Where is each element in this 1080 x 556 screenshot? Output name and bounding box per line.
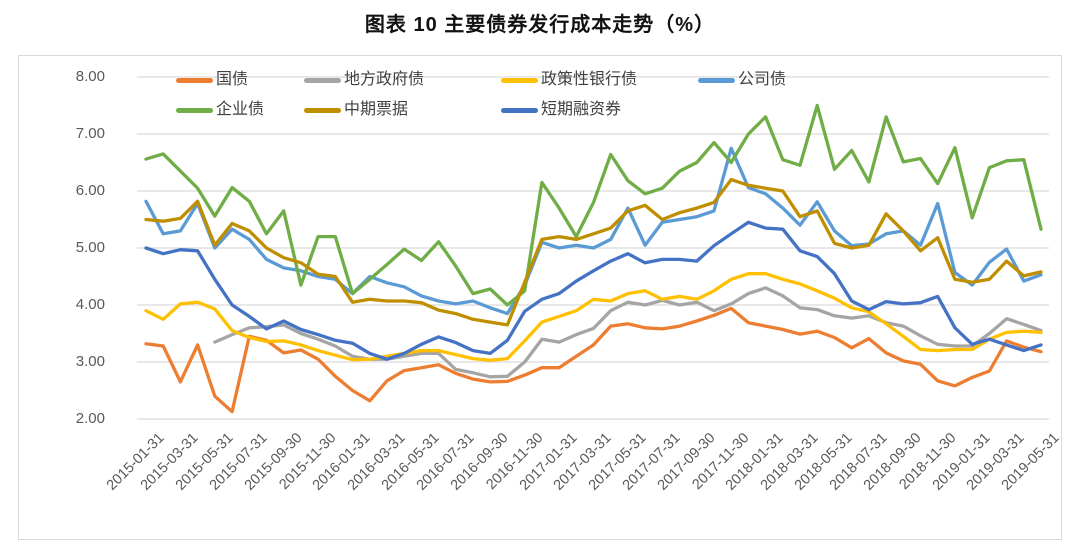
legend-swatch-icon: [304, 77, 341, 83]
legend-label: 短期融资券: [541, 101, 622, 118]
legend-item-地方政府债: 地方政府债: [304, 70, 424, 90]
y-tick-label: 6.00: [75, 182, 105, 199]
legend-swatch-icon: [501, 77, 538, 83]
legend-label: 地方政府债: [344, 71, 425, 88]
legend-swatch-icon: [501, 107, 538, 113]
legend-swatch-icon: [304, 107, 341, 113]
y-tick-label: 5.00: [75, 239, 105, 256]
legend-swatch-icon: [698, 77, 735, 83]
series-line-中期票据: [144, 177, 1043, 327]
legend-label: 企业债: [216, 101, 265, 118]
legend-label: 国债: [216, 71, 249, 88]
legend-label: 公司债: [738, 71, 787, 88]
series-line-公司债: [144, 146, 1043, 316]
y-tick-label: 8.00: [75, 68, 105, 85]
legend-item-国债: 国债: [176, 70, 248, 90]
series-line-国债: [144, 306, 1043, 414]
y-tick-label: 4.00: [75, 296, 105, 313]
legend-item-企业债: 企业债: [176, 100, 264, 120]
legend-swatch-icon: [176, 77, 213, 83]
series-line-企业债: [144, 103, 1043, 307]
legend-item-中期票据: 中期票据: [304, 100, 408, 120]
legend-swatch-icon: [176, 107, 213, 113]
series-line-短期融资券: [144, 220, 1043, 361]
legend-item-短期融资券: 短期融资券: [501, 100, 621, 120]
legend-label: 政策性银行债: [541, 71, 638, 88]
page-title: 图表 10 主要债券发行成本走势（%）: [364, 14, 716, 36]
y-tick-label: 3.00: [75, 353, 105, 370]
series-line-政策性银行债: [144, 272, 1043, 362]
series-line-地方政府债: [213, 286, 1043, 379]
legend-item-公司债: 公司债: [698, 70, 786, 90]
legend-label: 中期票据: [344, 101, 409, 118]
plot-area: [137, 76, 1049, 420]
chart-figure: 8.00 7.00 6.00 5.00 4.00 3.00 2.00 2015-01-31 2…: [18, 55, 1062, 540]
legend-item-政策性银行债: 政策性银行债: [501, 70, 637, 90]
y-tick-label: 2.00: [75, 410, 105, 427]
y-tick-label: 7.00: [75, 125, 105, 142]
